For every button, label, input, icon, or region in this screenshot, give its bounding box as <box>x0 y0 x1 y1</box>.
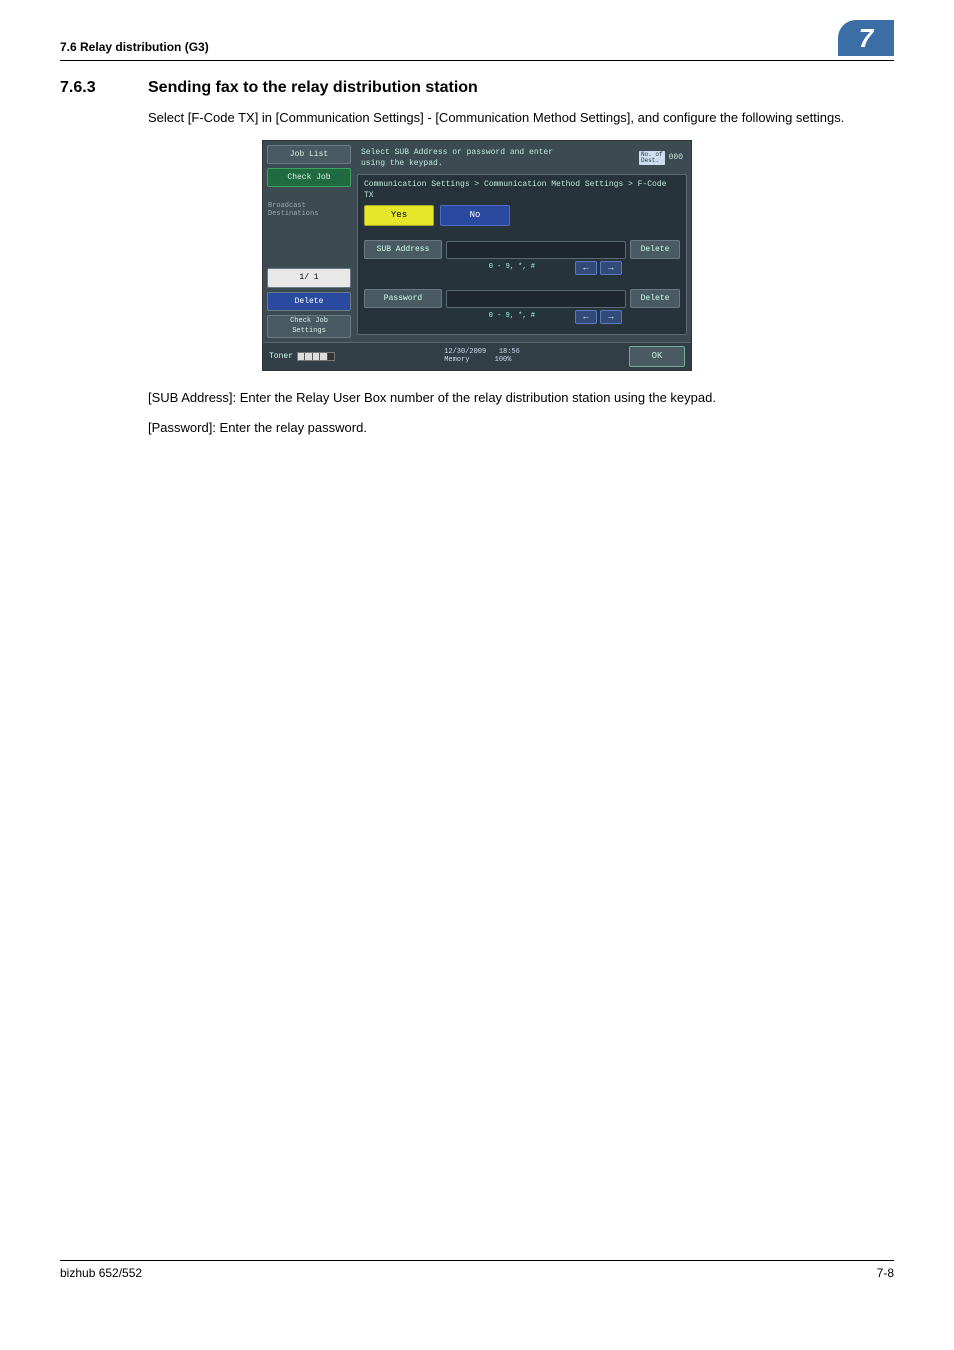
no-button[interactable]: No <box>440 205 510 226</box>
yes-button[interactable]: Yes <box>364 205 434 226</box>
job-list-button[interactable]: Job List <box>267 145 351 164</box>
sub-address-delete-button[interactable]: Delete <box>630 240 680 259</box>
sub-address-description: [SUB Address]: Enter the Relay User Box … <box>148 389 894 407</box>
password-delete-button[interactable]: Delete <box>630 289 680 308</box>
heading-title: Sending fax to the relay distribution st… <box>148 77 478 99</box>
check-job-settings-button[interactable]: Check Job Settings <box>267 315 351 339</box>
breadcrumb: Communication Settings > Communication M… <box>364 179 680 201</box>
footer-model: bizhub 652/552 <box>60 1265 142 1282</box>
arrow-left-icon[interactable]: ← <box>575 310 597 324</box>
toner-gauge <box>297 352 335 361</box>
dest-count-label: No. of Dest. <box>639 151 665 165</box>
left-delete-button[interactable]: Delete <box>267 292 351 311</box>
password-input[interactable] <box>446 290 626 308</box>
divider <box>60 1260 894 1261</box>
page-chapter-badge: 7 <box>838 20 894 56</box>
arrow-right-icon[interactable]: → <box>600 310 622 324</box>
dest-count: 000 <box>669 152 683 163</box>
sub-address-label[interactable]: SUB Address <box>364 240 442 259</box>
sub-address-chars: 0 - 9, *, # <box>489 263 535 273</box>
footer-page: 7-8 <box>877 1265 894 1282</box>
heading-number: 7.6.3 <box>60 77 120 99</box>
arrow-right-icon[interactable]: → <box>600 261 622 275</box>
divider <box>60 60 894 61</box>
intro-paragraph: Select [F-Code TX] in [Communication Set… <box>148 109 894 127</box>
page-indicator: 1/ 1 <box>267 268 351 287</box>
ok-button[interactable]: OK <box>629 346 685 367</box>
section-ref: 7.6 Relay distribution (G3) <box>60 39 209 56</box>
sub-address-input[interactable] <box>446 241 626 259</box>
arrow-left-icon[interactable]: ← <box>575 261 597 275</box>
instruction-text: Select SUB Address or password and enter… <box>361 147 553 169</box>
datetime-memory: 12/30/2009 18:56 Memory 100% <box>444 349 520 364</box>
toner-label: Toner <box>269 351 293 362</box>
password-label[interactable]: Password <box>364 289 442 308</box>
password-description: [Password]: Enter the relay password. <box>148 419 894 437</box>
check-job-button[interactable]: Check Job <box>267 168 351 187</box>
device-screenshot: Job List Check Job Broadcast Destination… <box>262 140 692 371</box>
broadcast-label: Broadcast Destinations <box>267 201 351 220</box>
password-chars: 0 - 9, *, # <box>489 312 535 322</box>
